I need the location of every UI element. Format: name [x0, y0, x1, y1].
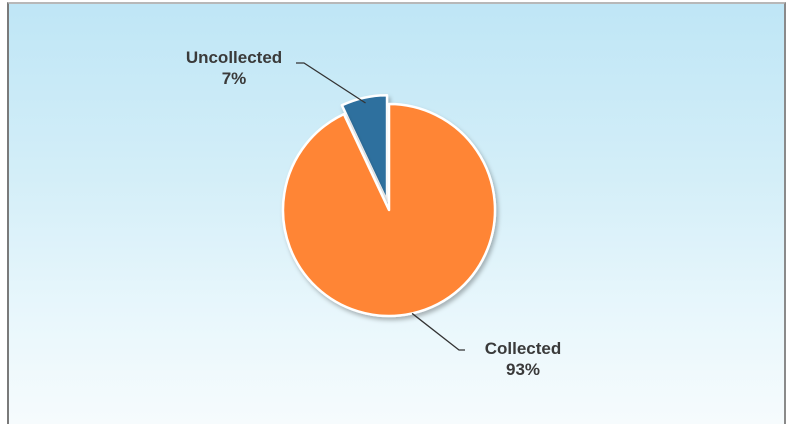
leader-line-uncollected — [296, 62, 366, 104]
pie-slice-collected — [281, 102, 497, 318]
leader-line-collected — [411, 312, 465, 351]
slice-value-uncollected: 7% — [222, 69, 247, 88]
slice-label-collected: Collected — [485, 339, 562, 358]
slice-label-uncollected: Uncollected — [186, 48, 282, 67]
pie-slice-uncollected — [340, 93, 389, 203]
slice-value-collected: 93% — [506, 360, 540, 379]
